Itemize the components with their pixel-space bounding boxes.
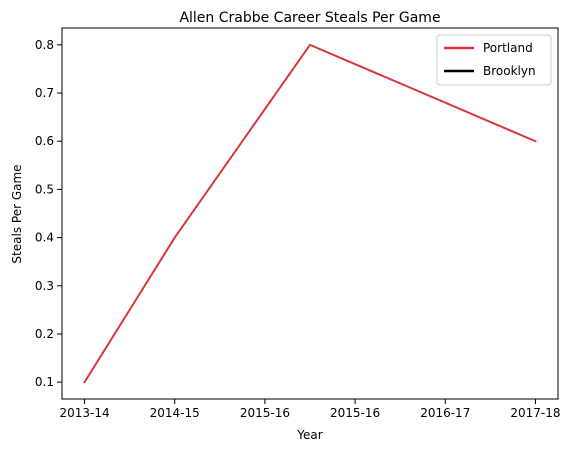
y-tick-label-2: 0.3 (35, 279, 54, 293)
y-tick-label-4: 0.5 (35, 182, 54, 196)
x-tick-label-1: 2014-15 (150, 406, 200, 420)
y-tick-label-0: 0.1 (35, 375, 54, 389)
chart-title: Allen Crabbe Career Steals Per Game (179, 10, 440, 26)
x-tick-label-0: 2013-14 (59, 406, 109, 420)
x-tick-label-3: 2015-16 (330, 406, 380, 420)
y-tick-label-6: 0.7 (35, 86, 54, 100)
legend-label-portland: Portland (483, 41, 533, 55)
x-tick-label-4: 2016-17 (420, 406, 470, 420)
legend-label-brooklyn: Brooklyn (483, 64, 536, 78)
y-axis-label: Steals Per Game (10, 164, 24, 263)
y-tick-label-5: 0.6 (35, 134, 54, 148)
x-tick-label-2: 2015-16 (240, 406, 290, 420)
y-tick-label-1: 0.2 (35, 327, 54, 341)
legend: Portland Brooklyn (437, 35, 551, 85)
y-tick-label-7: 0.8 (35, 38, 54, 52)
series-line-portland (85, 45, 536, 382)
x-tick-label-5: 2017-18 (510, 406, 560, 420)
y-tick-label-3: 0.4 (35, 231, 54, 245)
x-axis-label: Year (296, 428, 322, 442)
plot-area: 2013-14 2014-15 2015-16 2015-16 2016-17 2017-… (35, 38, 561, 420)
